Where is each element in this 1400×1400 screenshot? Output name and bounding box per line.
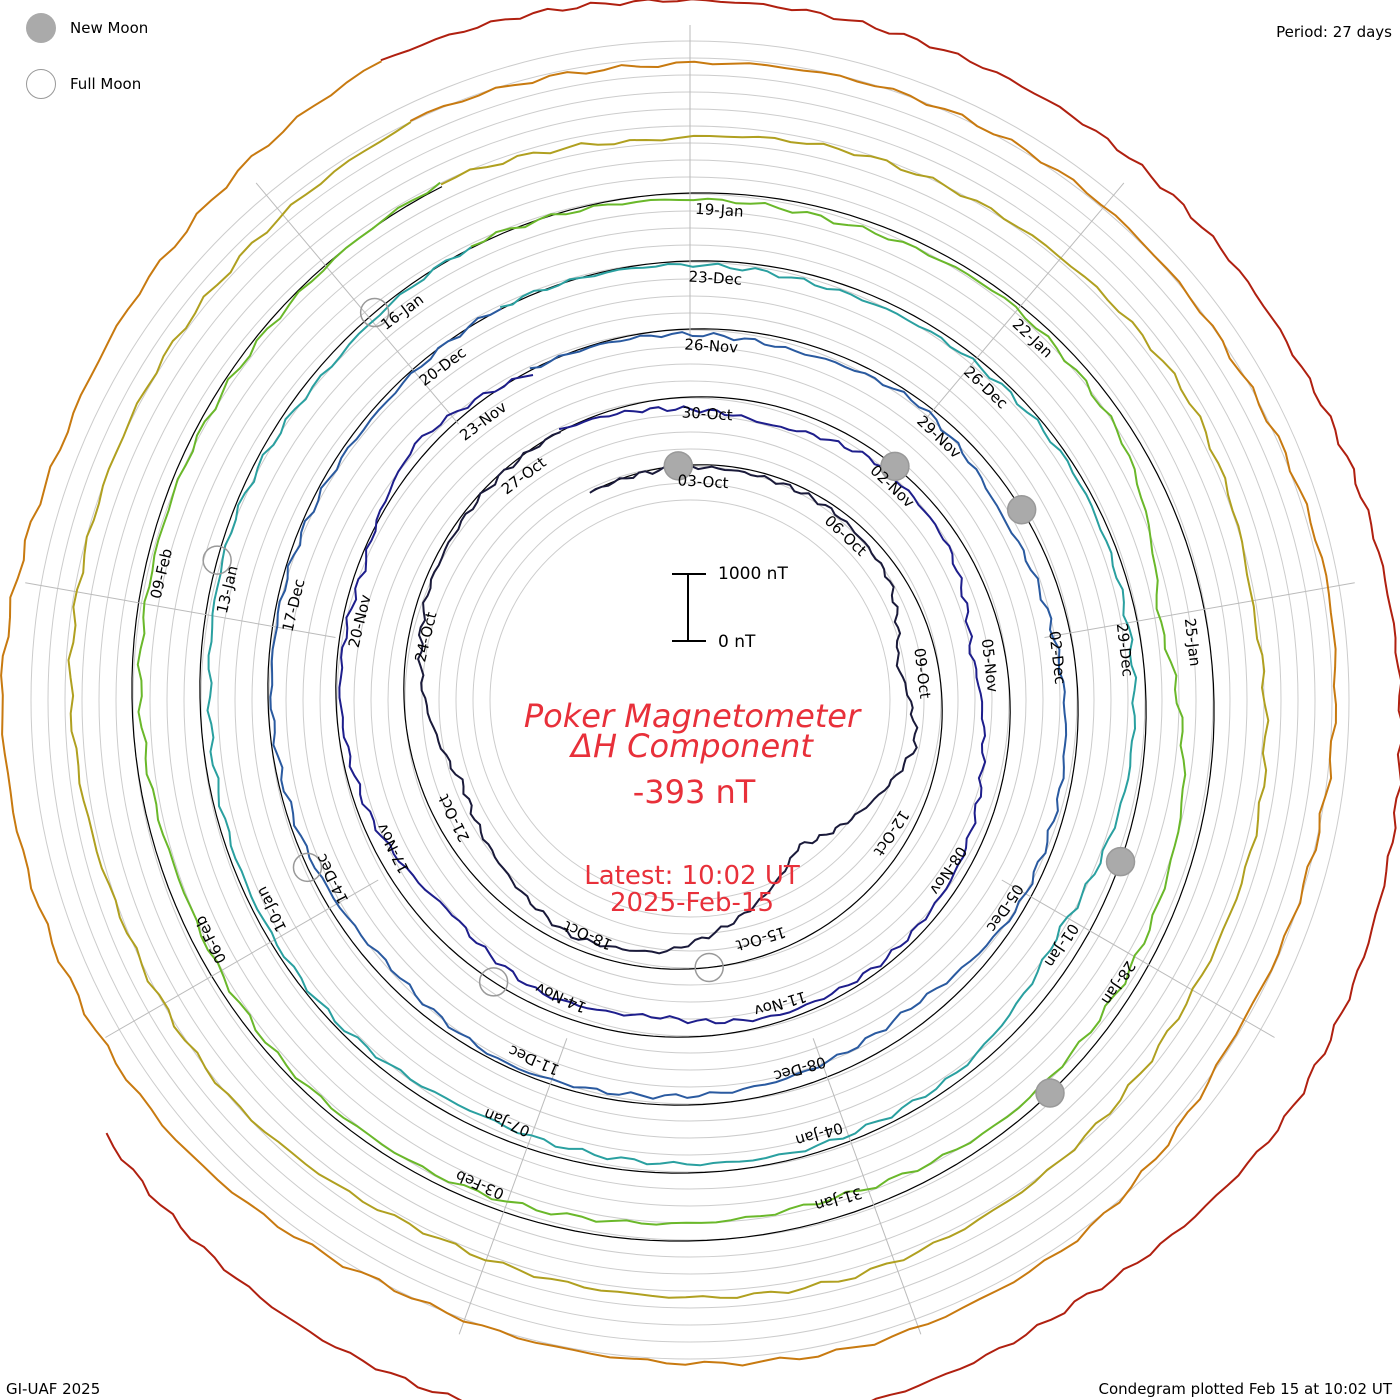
series-trace: [206, 246, 1138, 1167]
date-label: 23-Dec: [688, 268, 743, 289]
legend-new-moon-label: New Moon: [70, 19, 149, 37]
new-moon-icon: [26, 13, 56, 43]
moon-phase-markers: [202, 297, 1136, 1108]
date-label: 01-Jan: [1041, 920, 1083, 970]
radial-spoke: [1001, 879, 1275, 1038]
date-label: 13-Jan: [213, 564, 242, 615]
date-label: 27-Oct: [498, 453, 550, 498]
scale-bar-top-label: 1000 nT: [718, 564, 788, 584]
date-label: 30-Oct: [681, 403, 733, 424]
grid-circle: [404, 414, 976, 986]
date-label: 29-Dec: [1113, 622, 1137, 677]
credit-label: GI-UAF 2025: [6, 1380, 101, 1398]
series-trace: [0, 60, 1338, 1367]
date-label: 09-Oct: [910, 647, 934, 700]
grid-circle: [370, 380, 1010, 1020]
new-moon-marker: [663, 451, 694, 481]
plotted-label: Condegram plotted Feb 15 at 10:02 UT: [1098, 1380, 1392, 1398]
date-label: 24-Oct: [411, 610, 440, 664]
series-trace: [136, 181, 1187, 1226]
grid-circle: [438, 448, 942, 952]
date-label: 14-Nov: [533, 979, 590, 1017]
date-label: 17-Dec: [279, 577, 309, 633]
scale-bar-bottom-label: 0 nT: [718, 632, 756, 652]
series-trace: [269, 308, 1068, 1100]
date-label: 19-Jan: [695, 200, 744, 221]
full-moon-icon: [26, 69, 56, 99]
radial-spoke: [458, 1038, 568, 1335]
new-moon-marker: [1006, 494, 1037, 525]
series-trace: [417, 431, 919, 955]
date-label: 12-Oct: [870, 807, 913, 859]
date-label: 25-Jan: [1181, 617, 1204, 667]
baseline-spiral: [131, 186, 1215, 1242]
radial-spoke: [812, 1038, 922, 1335]
legend-full-moon-label: Full Moon: [70, 75, 142, 93]
date-label: 05-Nov: [978, 638, 1002, 694]
series-trace: [67, 121, 1270, 1299]
radial-spokes: [25, 25, 1355, 1335]
radial-spoke: [255, 182, 459, 425]
date-label: 02-Dec: [1045, 630, 1069, 685]
full-moon-marker: [359, 297, 390, 328]
legend-new-moon: New Moon: [26, 13, 148, 43]
period-label: Period: 27 days: [1276, 23, 1392, 41]
new-moon-marker: [880, 451, 910, 482]
new-moon-marker: [1035, 1078, 1065, 1108]
grid-circle: [353, 363, 1027, 1037]
latest-date: 2025-Feb-15: [610, 888, 774, 918]
date-label: 08-Nov: [926, 843, 971, 898]
grid-circle: [421, 431, 959, 969]
date-label: 26-Nov: [684, 335, 739, 356]
chart-subtitle: ΔH Component: [568, 727, 814, 765]
radial-spoke: [105, 879, 379, 1038]
new-moon-marker: [1105, 846, 1136, 877]
radial-spoke: [921, 182, 1125, 425]
date-label: 05-Dec: [983, 881, 1027, 936]
date-label: 03-Oct: [677, 471, 729, 492]
full-moon-marker: [202, 545, 232, 575]
scale-bar: 1000 nT 0 nT: [672, 564, 788, 652]
radial-spoke: [1044, 582, 1355, 638]
full-moon-marker: [478, 967, 509, 997]
date-label: 06-Oct: [821, 512, 870, 560]
grid-circle: [472, 482, 908, 918]
date-label: 20-Nov: [345, 593, 375, 650]
full-moon-marker: [292, 852, 323, 883]
current-value: -393 nT: [633, 773, 756, 811]
grid-circle: [489, 499, 891, 901]
grid-circle: [387, 397, 993, 1003]
date-label: 11-Dec: [506, 1041, 562, 1079]
latest-time: Latest: 10:02 UT: [584, 861, 800, 891]
full-moon-marker: [694, 952, 724, 983]
grid-circle: [336, 346, 1044, 1054]
date-label: 28-Jan: [1098, 958, 1140, 1008]
legend-full-moon: Full Moon: [26, 69, 141, 99]
series-trace: [105, 0, 1400, 1400]
series-trace: [338, 374, 987, 1025]
chart-title: Poker Magnetometer: [524, 697, 862, 735]
